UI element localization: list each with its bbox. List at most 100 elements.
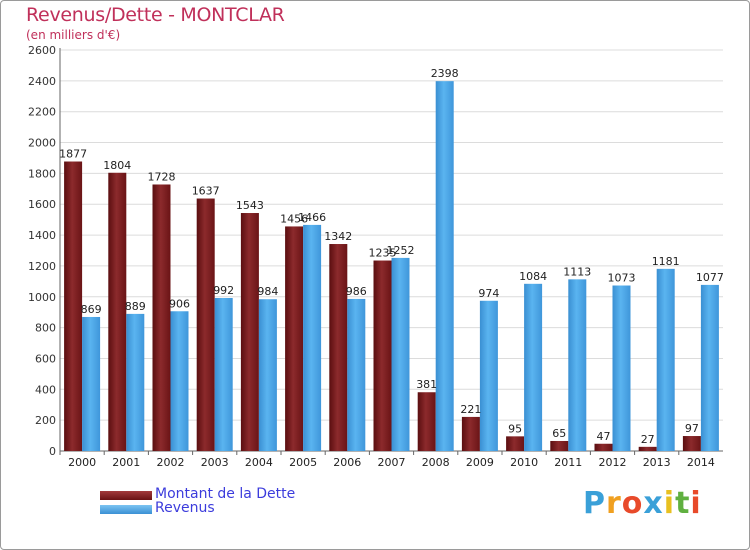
proxiti-logo: Proxiti [583,486,702,521]
x-tick-label: 2013 [643,456,671,469]
data-label-dette: 1342 [324,230,352,243]
chart-subtitle: (en milliers d'€) [26,28,121,42]
data-label-dette: 27 [641,433,655,446]
bar-revenus [303,224,322,451]
data-label-revenus: 984 [257,285,278,298]
x-tick-label: 2001 [112,456,140,469]
legend-label-revenus: Revenus [155,500,215,516]
data-label-revenus: 2398 [431,67,459,80]
data-label-revenus: 906 [169,297,190,310]
bar-revenus [700,284,719,451]
x-tick-label: 2010 [510,456,538,469]
bar-dette [594,443,613,451]
y-tick-label: 1200 [28,260,56,273]
bar-revenus [126,313,145,451]
data-label-dette: 1235 [369,247,397,260]
data-label-revenus: 1252 [387,244,415,257]
bar-revenus [656,268,675,451]
y-tick-label: 2400 [28,75,56,88]
data-label-dette: 1804 [103,159,131,172]
x-tick-label: 2003 [201,456,229,469]
bar-dette [240,213,259,451]
data-label-revenus: 1084 [519,270,547,283]
data-label-dette: 1877 [59,148,87,161]
data-label-revenus: 1077 [696,271,724,284]
y-tick-label: 0 [49,445,56,458]
bar-revenus [347,298,366,451]
bar-revenus [170,311,189,451]
bar-revenus [479,300,498,451]
legend-label-dette: Montant de la Dette [155,486,296,502]
bar-dette [64,161,83,451]
legend-swatch-revenus [100,505,152,514]
bar-dette [461,416,480,451]
data-label-dette: 1543 [236,199,264,212]
y-tick-label: 1000 [28,291,56,304]
data-label-revenus: 986 [346,285,367,298]
y-tick-label: 2200 [28,106,56,119]
bar-revenus [82,316,101,451]
bar-dette [638,446,657,451]
y-tick-label: 2000 [28,137,56,150]
bar-dette [108,172,127,451]
bar-dette [682,436,701,451]
y-tick-label: 1800 [28,167,56,180]
bar-dette [550,440,569,451]
data-label-revenus: 869 [81,303,102,316]
chart-title: Revenus/Dette - MONTCLAR [26,4,285,26]
bar-dette [196,198,215,451]
data-label-dette: 95 [508,422,522,435]
bar-dette [506,436,525,451]
x-tick-label: 2012 [599,456,627,469]
logo-letter: t [675,486,691,521]
data-label-dette: 1728 [148,170,176,183]
legend-swatch-dette [100,491,152,500]
y-tick-label: 600 [35,352,56,365]
bar-revenus [568,279,587,451]
data-label-revenus: 1073 [608,272,636,285]
data-label-revenus: 889 [125,300,146,313]
data-label-dette: 1456 [280,212,308,225]
x-tick-label: 2004 [245,456,273,469]
y-tick-label: 2600 [28,44,56,57]
y-tick-label: 800 [35,322,56,335]
logo-letter: i [663,486,676,521]
logo-letter: r [606,486,622,521]
data-label-revenus: 1466 [298,211,326,224]
x-tick-label: 2009 [466,456,494,469]
data-label-dette: 1637 [192,185,220,198]
x-tick-label: 2014 [687,456,715,469]
x-tick-label: 2011 [554,456,582,469]
bar-dette [417,392,436,451]
data-label-dette: 47 [597,430,611,443]
data-label-revenus: 974 [478,287,499,300]
bar-revenus [612,285,631,451]
y-tick-label: 400 [35,383,56,396]
bar-dette [373,260,392,451]
data-label-dette: 381 [416,378,437,391]
logo-letter: x [643,486,664,521]
x-tick-label: 2007 [378,456,406,469]
y-tick-label: 1600 [28,198,56,211]
bar-revenus [435,81,454,452]
x-tick-label: 2008 [422,456,450,469]
data-label-dette: 221 [460,403,481,416]
data-label-revenus: 992 [213,284,234,297]
bar-dette [329,244,348,451]
logo-letter: P [583,486,606,521]
x-tick-label: 2002 [157,456,185,469]
x-tick-label: 2005 [289,456,317,469]
bar-revenus [214,298,233,451]
bar-revenus [524,283,543,451]
data-label-dette: 97 [685,422,699,435]
bar-revenus [391,257,410,451]
logo-letter: i [690,486,702,521]
x-tick-label: 2006 [333,456,361,469]
data-label-revenus: 1181 [652,255,680,268]
bar-dette [152,184,171,451]
data-label-dette: 65 [552,427,566,440]
logo-letter: o [621,486,644,521]
y-tick-label: 200 [35,414,56,427]
data-label-revenus: 1113 [563,265,591,278]
